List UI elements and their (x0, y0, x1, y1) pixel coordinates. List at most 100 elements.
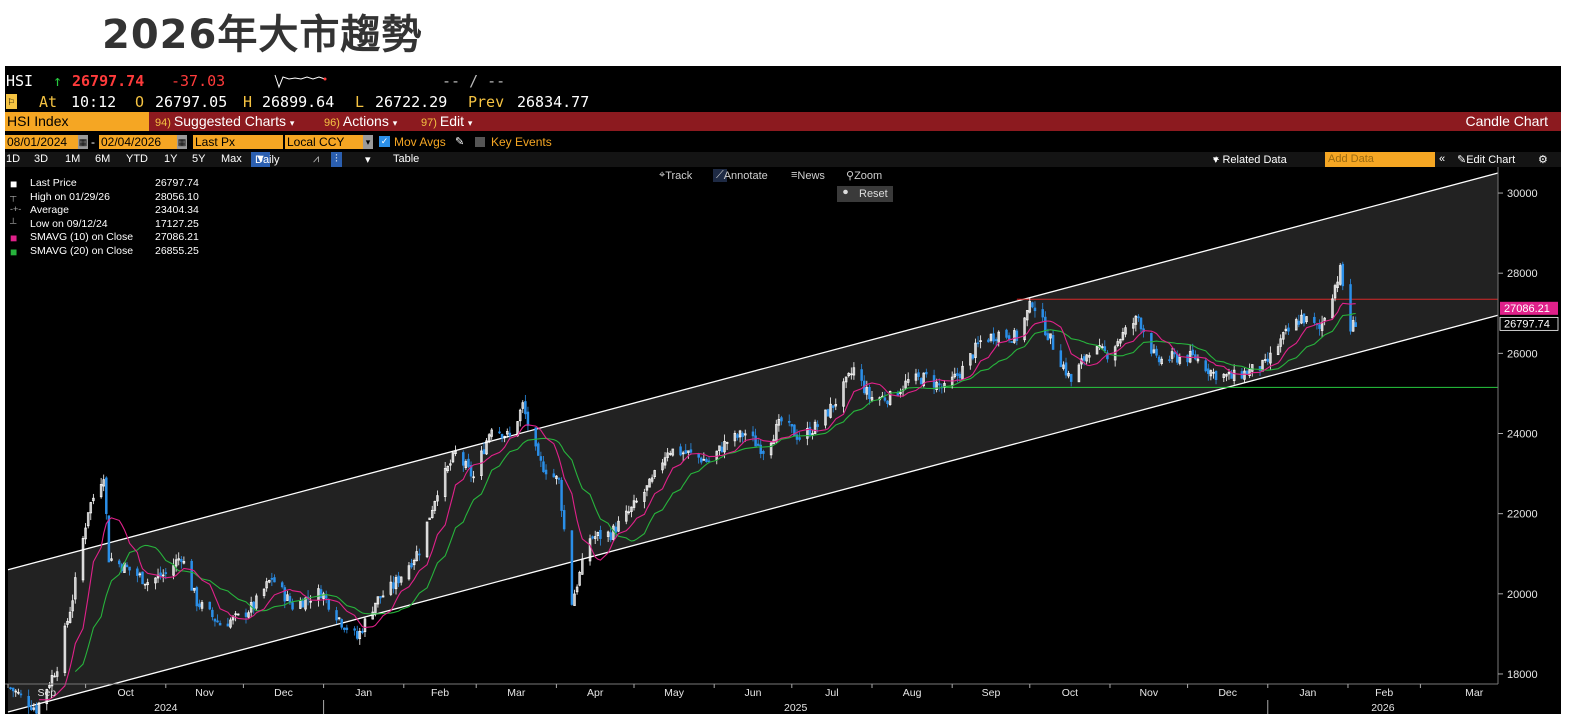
period-1d[interactable]: 1D (6, 153, 21, 165)
candle-body (687, 450, 690, 453)
period-5y[interactable]: 5Y (192, 153, 206, 165)
mov-avgs-label[interactable]: Mov Avgs (394, 135, 446, 149)
candle-body (1010, 341, 1013, 343)
candle-body (542, 461, 545, 473)
track-tool[interactable]: ⌖ Track (659, 169, 693, 182)
actions-menu[interactable]: 96) Actions ▾ (324, 113, 397, 129)
candle-body (925, 371, 928, 375)
calendar-icon[interactable]: ▦ (78, 135, 88, 149)
candle-body (725, 442, 729, 444)
security-field[interactable]: HSI Index (5, 112, 149, 131)
candle-body (865, 387, 869, 395)
candle-body (407, 565, 411, 580)
line-chart-icon[interactable]: ⩘ (313, 153, 320, 165)
legend-row: -+- Average 23404.34 (8, 204, 206, 218)
pencil-icon[interactable]: ✎ (455, 136, 465, 148)
period-max[interactable]: Max (221, 153, 242, 165)
function-menubar: HSI Index 94) Suggested Charts ▾ 96) Actio… (5, 112, 1561, 131)
candle-body (922, 372, 925, 387)
candle-body (355, 631, 359, 639)
period-6m[interactable]: 6M (95, 153, 111, 165)
candle-body (1015, 330, 1019, 341)
chevron-down-icon[interactable]: ▾ (363, 135, 373, 149)
candle-body (762, 451, 765, 454)
field-select[interactable]: Last Px (193, 135, 283, 149)
add-data-input[interactable]: Add Data (1325, 152, 1435, 167)
candle-body (971, 354, 975, 359)
candle-body (1132, 323, 1135, 329)
zoom-tool[interactable]: ⚲ Zoom (846, 170, 883, 182)
period-3d[interactable]: 3D (34, 153, 49, 165)
candle-body (606, 531, 610, 537)
key-events-checkbox[interactable] (475, 137, 485, 147)
candle-body (1028, 300, 1032, 313)
news-flag-icon[interactable]: ⚐ (6, 94, 17, 109)
gear-icon[interactable]: ⚙ (1538, 154, 1548, 166)
edit-menu[interactable]: 97) Edit ▾ (421, 113, 472, 129)
candle-body (99, 484, 103, 498)
suggested-charts-menu[interactable]: 94) Suggested Charts ▾ (155, 113, 294, 129)
candle-body (11, 687, 15, 692)
candle-body (777, 418, 781, 426)
candle-body (632, 500, 636, 508)
candle-body (526, 411, 530, 426)
candle-body (66, 620, 69, 625)
start-date-input[interactable]: 08/01/2024 (5, 135, 79, 149)
candle-body (1279, 338, 1282, 347)
x-month-label: Oct (1062, 687, 1078, 699)
reset-button[interactable]: ⏺ Reset (837, 186, 893, 202)
candle-icon[interactable]: ⫶ (331, 152, 342, 167)
end-date-input[interactable]: 02/04/2026 (99, 135, 177, 149)
candle-body (1067, 372, 1070, 377)
candle-body (229, 619, 232, 628)
sma20-line (74, 312, 1356, 672)
candle-body (273, 577, 276, 583)
edit-chart-button[interactable]: ✎ Edit Chart (1457, 154, 1516, 166)
candle-body (1059, 350, 1063, 368)
candle-body (415, 551, 418, 562)
candle-body (1155, 348, 1158, 356)
zoom-label: Zoom (854, 170, 883, 182)
related-data-menu[interactable]: + Related Data ▾ (1213, 154, 1287, 166)
candle-body (193, 587, 196, 591)
candle-body (397, 575, 400, 584)
candle-body (723, 441, 726, 453)
candle-body (919, 378, 923, 385)
candle-body (324, 595, 328, 599)
candle-body (322, 593, 325, 599)
candle-body (1191, 349, 1195, 356)
candle-body (1207, 368, 1210, 374)
frequency-select[interactable]: Daily ▼ (251, 152, 279, 167)
news-tool[interactable]: ≡ News (791, 169, 825, 182)
legend-row: ■ SMAVG (10) on Close 27086.21 (8, 231, 206, 245)
candle-body (353, 628, 356, 631)
candle-body (71, 600, 74, 612)
candle-body (904, 380, 907, 389)
candle-body (581, 558, 584, 575)
currency-select[interactable]: Local CCY (285, 135, 364, 149)
mov-avgs-checkbox[interactable]: ✓ (379, 136, 390, 147)
candle-body (826, 409, 830, 417)
candle-body (969, 353, 972, 366)
candle-body (358, 630, 362, 640)
table-button[interactable]: Table (393, 153, 420, 165)
collapse-icon[interactable]: « (1439, 153, 1446, 165)
legend-value: 26855.25 (155, 244, 199, 257)
quote-time: 10:12 (71, 93, 117, 111)
candle-body (283, 587, 287, 602)
x-month-label: Nov (1139, 687, 1158, 699)
calendar-icon[interactable]: ▦ (177, 135, 187, 149)
x-month-label: Nov (195, 687, 214, 699)
annotate-tool[interactable]: ⟋ Annotate (713, 169, 768, 182)
candle-body (741, 432, 744, 437)
candle-body (1263, 359, 1267, 361)
candlestick-chart[interactable]: 18000 20000 22000 24000 26000 28000 30000 27086… (5, 167, 1561, 714)
period-1y[interactable]: 1Y (164, 153, 178, 165)
x-month-label: Sep (982, 687, 1001, 699)
period-ytd[interactable]: YTD (126, 153, 148, 165)
key-events-label[interactable]: Key Events (491, 135, 552, 149)
chevron-down-icon[interactable]: ▾ (365, 154, 371, 166)
candle-body (1049, 333, 1052, 339)
period-1m[interactable]: 1M (65, 153, 81, 165)
candle-body (182, 561, 186, 564)
